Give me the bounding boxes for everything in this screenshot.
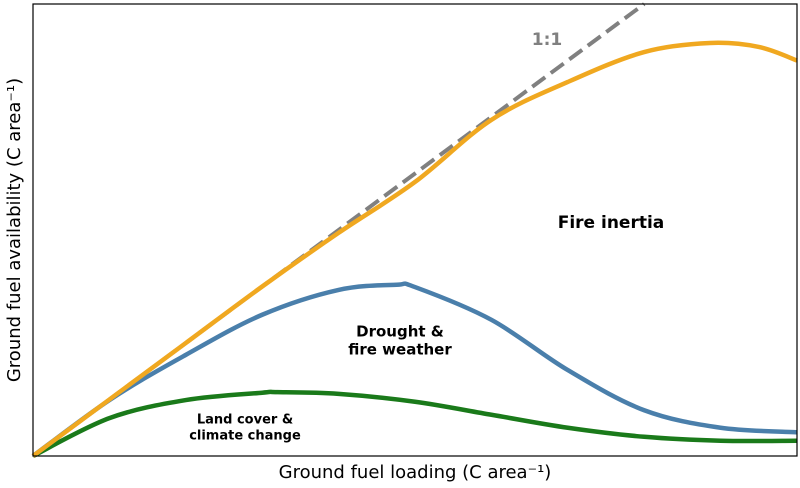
annotation: Fire inertia bbox=[558, 213, 665, 233]
x-axis-label: Ground fuel loading (C area⁻¹) bbox=[279, 462, 552, 483]
annotation: climate change bbox=[189, 429, 301, 444]
data-line bbox=[32, 389, 798, 459]
annotation: 1:1 bbox=[532, 30, 562, 50]
annotation: fire weather bbox=[348, 341, 452, 359]
annotation: Land cover & bbox=[197, 413, 293, 428]
annotation: Drought & bbox=[356, 323, 444, 341]
y-axis-label: Ground fuel availability (C area⁻¹) bbox=[4, 78, 25, 382]
data-line bbox=[31, 281, 798, 458]
plot-frame bbox=[32, 3, 798, 457]
data-line bbox=[31, 40, 798, 458]
